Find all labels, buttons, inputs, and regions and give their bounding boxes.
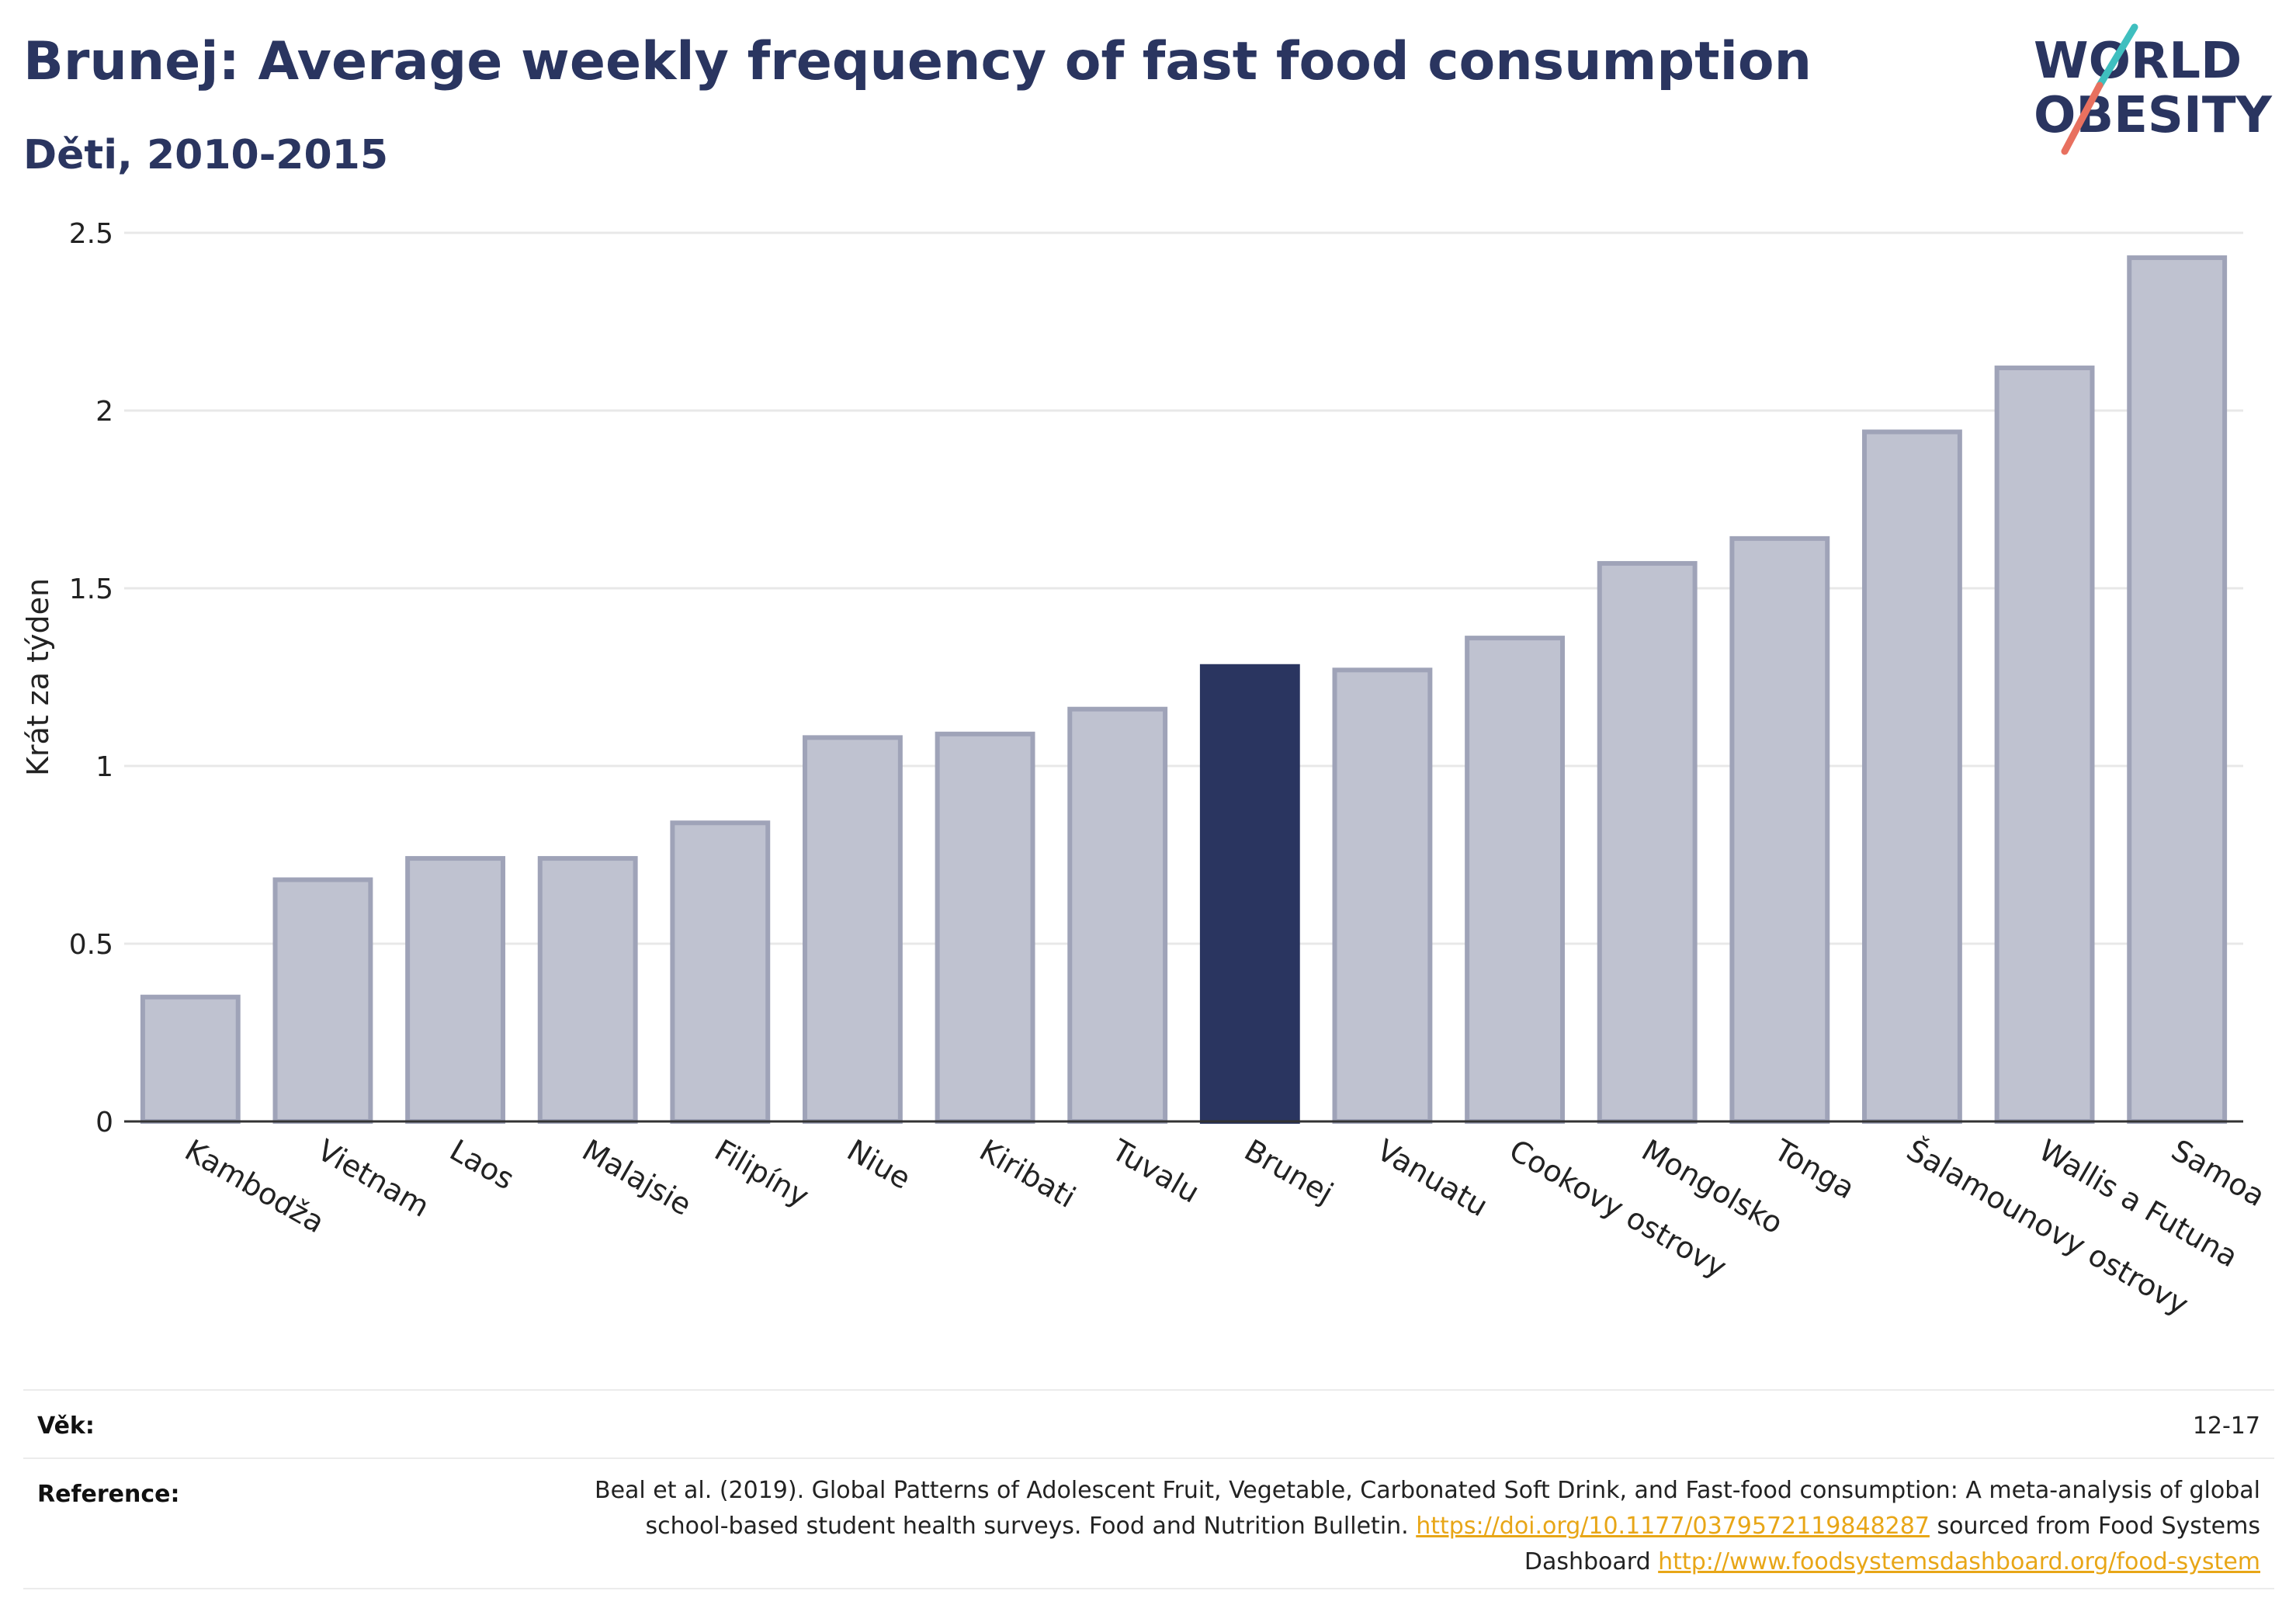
age-label: Věk: (37, 1412, 95, 1440)
bar-tonga[interactable] (1729, 535, 1830, 1124)
y-tick-label: 2.5 (69, 218, 113, 250)
x-tick-label: Brunej (1239, 1133, 1339, 1211)
y-tick-label: 0.5 (69, 929, 113, 961)
bar-niue[interactable] (803, 735, 903, 1124)
reference-label: Reference: (37, 1481, 180, 1508)
reference-text-part-2: sourced from Food Systems Dashboard (1524, 1513, 2260, 1575)
x-tick-label: Tuvalu (1105, 1132, 1205, 1210)
food-systems-link[interactable]: http://www.foodsystemsdashboard.org/food… (1658, 1548, 2260, 1575)
x-tick-label: Laos (444, 1133, 520, 1197)
bar-malajsie[interactable] (537, 856, 638, 1125)
x-tick-label: Cookovy ostrovy (1503, 1133, 1732, 1285)
bar-šalamounovy-ostrovy[interactable] (1862, 429, 1962, 1125)
x-tick-label: Kiribati (974, 1133, 1082, 1215)
y-tick-label: 1 (95, 751, 113, 783)
y-axis-title: Krát za týden (21, 578, 55, 776)
bar-laos[interactable] (405, 856, 505, 1125)
reference-text: Beal et al. (2019). Global Patterns of A… (553, 1473, 2260, 1580)
reference-text-part-1: Beal et al. (2019). Global Patterns of A… (594, 1477, 2260, 1540)
chart-title: Brunej: Average weekly frequency of fast… (23, 31, 1812, 92)
world-obesity-logo: WORLD OBESITY (2034, 23, 2272, 155)
x-tick-label: Kambodža (179, 1133, 331, 1240)
chart-subtitle: Děti, 2010-2015 (23, 132, 389, 178)
bars (140, 255, 2228, 1125)
bar-kambodža[interactable] (140, 994, 241, 1124)
x-tick-label: Vanuatu (1371, 1133, 1493, 1223)
y-tick-label: 1.5 (69, 574, 113, 605)
logo-slash-coral (2061, 81, 2104, 155)
x-tick-label: Tonga (1767, 1132, 1860, 1205)
y-tick-label: 0 (95, 1107, 113, 1139)
footer-table: Věk: 12-17 Reference: Beal et al. (2019)… (23, 1389, 2274, 1589)
x-tick-label: Filipíny (709, 1133, 814, 1214)
footer-age-row: Věk: 12-17 (23, 1389, 2274, 1457)
bar-filipíny[interactable] (670, 820, 771, 1125)
bar-mongolsko[interactable] (1597, 560, 1698, 1124)
bar-tuvalu[interactable] (1067, 706, 1168, 1124)
logo-text-world: WORLD (2034, 33, 2242, 90)
bar-cookovy-ostrovy[interactable] (1465, 636, 1565, 1124)
y-tick-label: 2 (95, 396, 113, 428)
x-tick-label: Niue (841, 1133, 917, 1196)
bar-vanuatu[interactable] (1332, 667, 1433, 1124)
age-value: 12-17 (2192, 1412, 2260, 1440)
y-axis-ticks: 0 0.5 1 1.5 2 2.5 (69, 218, 113, 1139)
bar-brunej[interactable] (1199, 664, 1300, 1124)
x-tick-label: Samoa (2166, 1133, 2270, 1214)
bar-kiribati[interactable] (935, 731, 1035, 1125)
bar-samoa[interactable] (2127, 255, 2228, 1124)
x-tick-label: Malajsie (577, 1133, 698, 1222)
footer-reference-row: Reference: Beal et al. (2019). Global Pa… (23, 1457, 2274, 1589)
bar-wallis-a-futuna[interactable] (1994, 366, 2095, 1125)
logo-slash-teal (2096, 23, 2138, 89)
bar-vietnam[interactable] (272, 877, 373, 1124)
doi-link[interactable]: https://doi.org/10.1177/0379572119848287 (1416, 1513, 1930, 1540)
